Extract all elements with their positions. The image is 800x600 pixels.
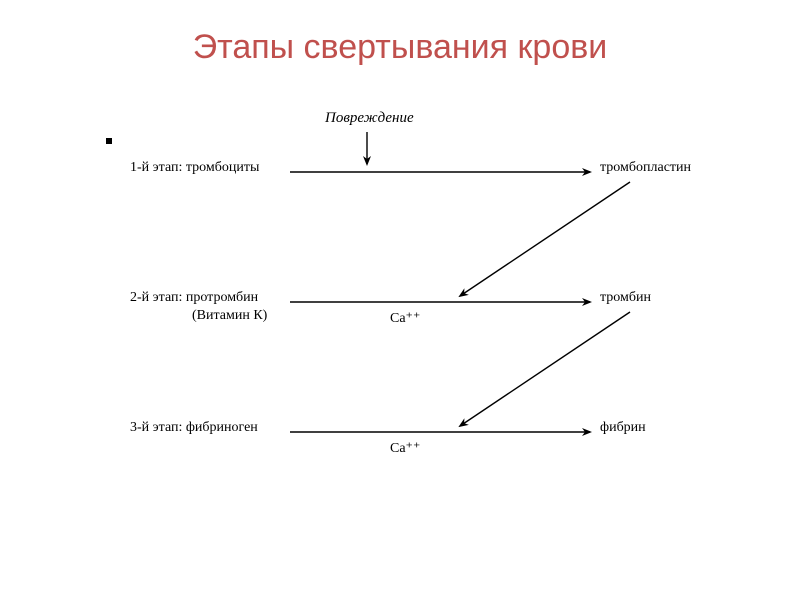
slide-title: Этапы свертывания крови — [0, 28, 800, 67]
stage2-sub: (Витамин К) — [192, 308, 267, 324]
stage2-left: 2-й этап: протромбин — [130, 290, 258, 306]
bullet-icon — [106, 138, 112, 144]
stage3-right: фибрин — [600, 420, 646, 436]
stage3-left: 3-й этап: фибриноген — [130, 420, 258, 436]
stage1-right: тромбопластин — [600, 160, 691, 176]
header-label: Повреждение — [325, 110, 414, 127]
stage3-mid: Ca⁺⁺ — [390, 440, 420, 457]
stage1-left: 1-й этап: тромбоциты — [130, 160, 259, 176]
stage2-mid: Ca⁺⁺ — [390, 310, 420, 327]
stage2-right: тромбин — [600, 290, 651, 306]
slide: Этапы свертывания крови Повреждение 1-й … — [0, 0, 800, 600]
coagulation-diagram: Повреждение 1-й этап: тромбоциты тромбоп… — [60, 110, 740, 530]
